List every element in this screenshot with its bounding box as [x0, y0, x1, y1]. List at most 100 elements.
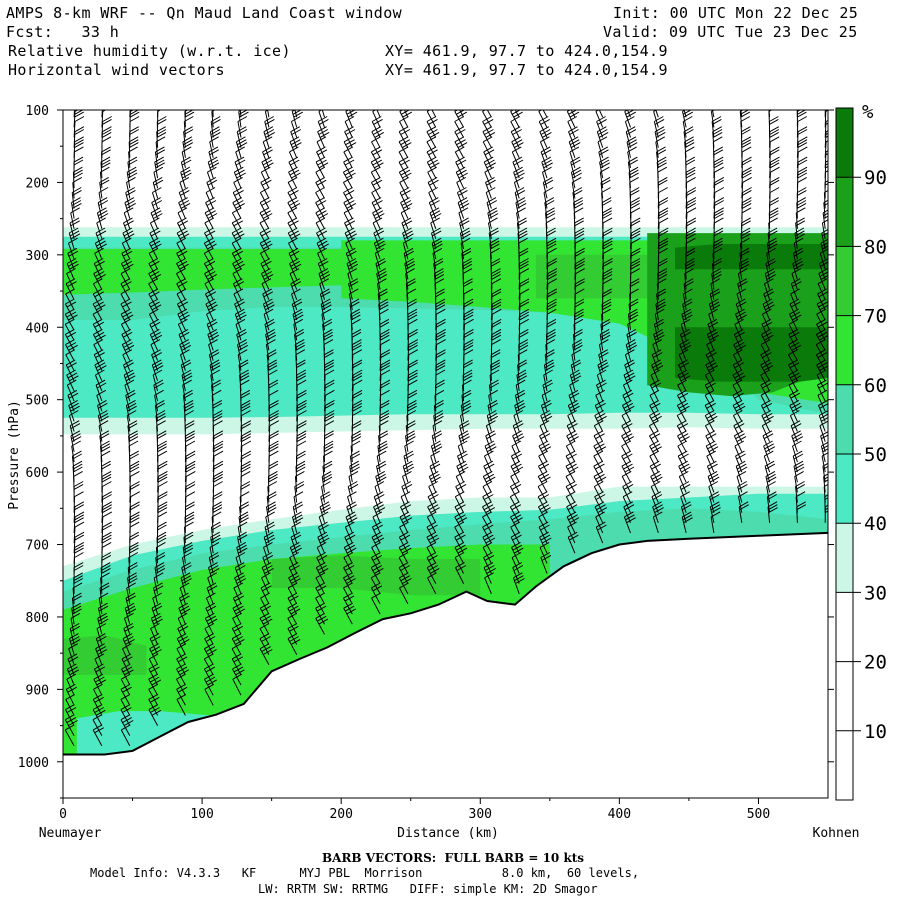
- wind-barb: [176, 693, 187, 716]
- x-tick-label: 200: [329, 807, 352, 822]
- wind-barb: [602, 268, 613, 290]
- wind-barb: [572, 187, 583, 209]
- wind-barb: [654, 308, 665, 331]
- wind-barb: [740, 110, 743, 118]
- wind-barb: [542, 166, 552, 189]
- wind-barb: [623, 501, 635, 523]
- wind-barb: [546, 258, 558, 280]
- terrain-mask: [63, 532, 828, 798]
- wind-barb: [324, 410, 335, 432]
- wind-barb: [317, 258, 329, 280]
- wind-barb: [737, 278, 748, 300]
- wind-barb: [629, 288, 639, 310]
- wind-barb: [684, 136, 695, 158]
- wind-barb: [682, 116, 693, 138]
- wind-barb: [324, 369, 335, 392]
- wind-barb: [321, 308, 332, 331]
- wind-barb: [461, 247, 472, 270]
- axes: 1002003004005006007008009001000Pressure …: [7, 104, 859, 841]
- wind-barb: [126, 582, 136, 604]
- wind-barb: [376, 268, 388, 290]
- wind-barb: [100, 572, 110, 594]
- wind-barb: [572, 328, 583, 351]
- wind-barb: [157, 501, 168, 523]
- wind-barb: [627, 318, 637, 341]
- wind-barb: [406, 399, 417, 422]
- wind-barb: [630, 227, 641, 250]
- colorbar-swatch: [836, 730, 853, 800]
- wind-barb: [209, 359, 221, 381]
- wind-barb: [568, 126, 579, 148]
- wind-barb: [820, 441, 828, 463]
- wind-barb: [371, 592, 381, 615]
- wind-barb: [488, 379, 500, 402]
- wind-barb: [431, 430, 443, 452]
- x-tick-label: 500: [747, 807, 770, 822]
- wind-barb: [351, 339, 362, 361]
- wind-barb: [210, 531, 221, 554]
- wind-barb: [461, 389, 472, 412]
- wind-barb: [598, 146, 609, 169]
- wind-barb: [518, 339, 529, 361]
- wind-barb: [71, 450, 82, 473]
- wind-barb: [97, 612, 109, 635]
- wind-barb: [209, 136, 219, 158]
- wind-barb: [711, 258, 722, 280]
- init-time: Init: 00 UTC Mon 22 Dec 25: [613, 4, 859, 22]
- wind-barb: [768, 217, 778, 239]
- wind-barb: [434, 389, 445, 412]
- wind-barb: [431, 237, 443, 260]
- wind-barb: [487, 207, 499, 229]
- wind-barb: [741, 166, 752, 189]
- wind-barb: [72, 460, 83, 483]
- wind-barb: [820, 431, 828, 452]
- wind-barb: [180, 156, 192, 179]
- wind-barb: [708, 481, 719, 503]
- wind-barb: [682, 110, 694, 128]
- wind-barb: [210, 369, 221, 392]
- wind-barb: [741, 136, 752, 158]
- wind-barb: [489, 369, 500, 392]
- wind-barb: [379, 410, 390, 432]
- wind-barb: [154, 399, 165, 422]
- wind-barb: [266, 349, 277, 371]
- wind-barb: [182, 136, 194, 158]
- wind-barb: [294, 481, 305, 503]
- wind-barb: [92, 724, 104, 747]
- wind-barb: [628, 298, 639, 321]
- wind-barb: [602, 237, 613, 260]
- wind-barb: [238, 110, 249, 128]
- colorbar-label: 30: [864, 582, 887, 604]
- wind-barb: [490, 288, 502, 310]
- wind-barb: [98, 187, 109, 209]
- wind-barb: [767, 501, 778, 523]
- y-tick-label: 1000: [18, 756, 49, 771]
- wind-barb: [685, 166, 696, 189]
- wind-barb: [126, 410, 137, 432]
- wind-barb: [684, 258, 695, 280]
- wind-barb: [823, 199, 828, 219]
- wind-barb: [769, 156, 780, 179]
- wind-barb: [100, 440, 111, 463]
- wind-barb: [403, 247, 415, 270]
- colorbar: 10 20 30 40 50 60 70 80 90%: [835, 101, 887, 801]
- wind-barb: [657, 268, 668, 290]
- wind-barb: [433, 258, 444, 280]
- wind-barb: [240, 460, 251, 483]
- wind-barb: [796, 501, 807, 523]
- wind-barb: [155, 541, 166, 564]
- colorbar-unit: %: [862, 101, 874, 123]
- wind-barb: [70, 612, 81, 635]
- wind-barb: [683, 110, 687, 118]
- wind-barb: [101, 146, 111, 168]
- wind-barb: [379, 339, 390, 361]
- wind-barb: [239, 369, 250, 392]
- wind-barb: [100, 156, 111, 179]
- field-label-rh: Relative humidity (w.r.t. ice): [8, 42, 291, 60]
- colorbar-swatch: [836, 108, 853, 178]
- wind-barb: [711, 116, 722, 138]
- wind-barb: [72, 166, 83, 189]
- wind-barb: [211, 110, 216, 128]
- wind-barb: [323, 440, 334, 463]
- wind-barb: [428, 197, 440, 219]
